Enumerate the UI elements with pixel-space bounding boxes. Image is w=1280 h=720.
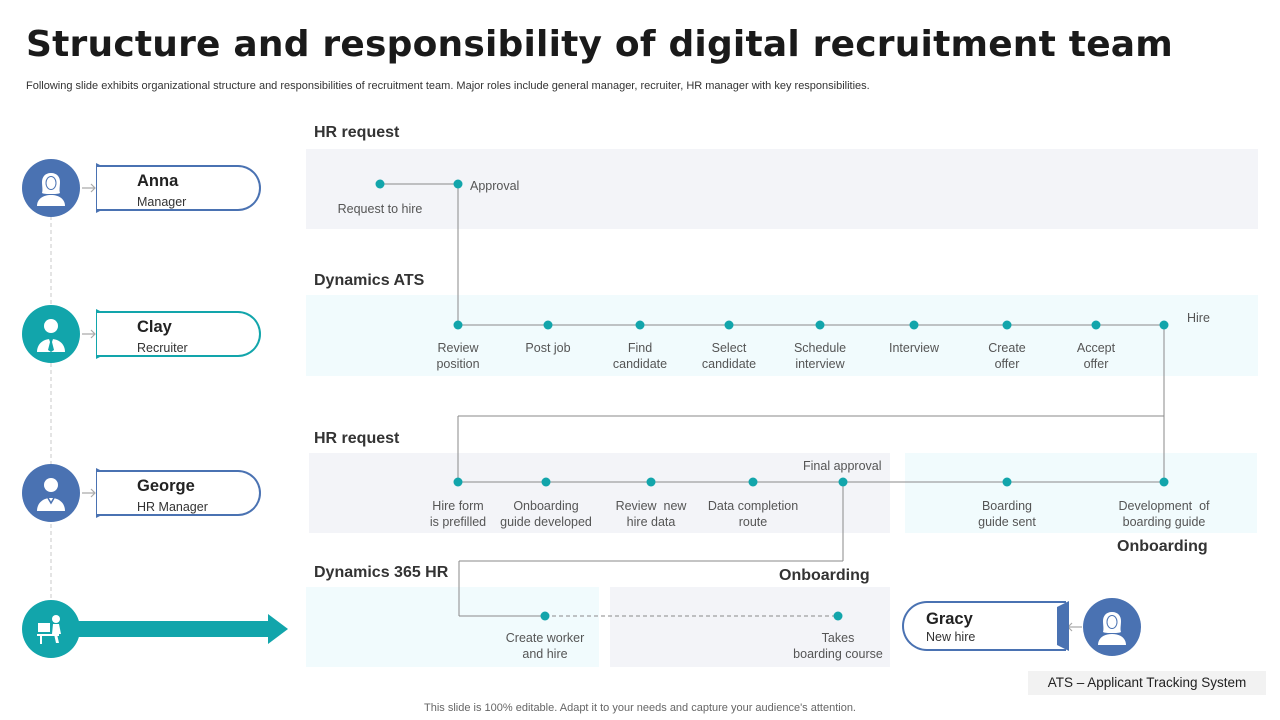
- avatar-gracy: [1083, 598, 1141, 656]
- section-label-dynamics-ats: Dynamics ATS: [314, 272, 425, 289]
- female-user-icon: [1098, 612, 1126, 645]
- dot-hr2-4: [748, 477, 758, 487]
- dot-request-to-hire: [375, 179, 385, 189]
- onboarding-step: Boarding guide sent: [978, 499, 1036, 529]
- step-hire: Hire: [1187, 311, 1210, 325]
- dot-ats-8: [1091, 320, 1101, 330]
- dot-takes-course: [833, 611, 843, 621]
- avatar-george: [22, 464, 80, 522]
- person-card-clay: Clay Recruiter: [97, 311, 261, 357]
- male-user-icon: [37, 478, 65, 511]
- legend-ats: ATS – Applicant Tracking System: [1028, 671, 1266, 695]
- arrow-anna: [82, 183, 96, 193]
- section-label-hr-request: HR request: [314, 124, 400, 141]
- section-label-hr-request-2: HR request: [314, 430, 400, 447]
- avatar-anna: [22, 159, 80, 217]
- ats-step: Select candidate: [701, 341, 757, 371]
- person-role: New hire: [926, 630, 976, 644]
- section-label-onboarding-center: Onboarding: [779, 567, 870, 584]
- hr2-step: Onboarding guide developed: [500, 499, 592, 529]
- person-card-george: George HR Manager: [97, 470, 261, 516]
- dot-ats-6: [909, 320, 919, 330]
- dot-ats-4: [724, 320, 734, 330]
- arrow-gracy: [1067, 622, 1082, 632]
- dynamics-365-hr-band: [306, 587, 599, 667]
- page-title: Structure and responsibility of digital …: [26, 24, 1174, 65]
- hr-request-band: [306, 149, 1258, 229]
- person-role: Manager: [137, 195, 187, 209]
- person-role: HR Manager: [137, 500, 208, 514]
- dot-approval: [453, 179, 463, 189]
- dot-hr2-1: [453, 477, 463, 487]
- d365-step: Takes boarding course: [793, 631, 883, 661]
- d365-step: Create worker and hire: [505, 631, 585, 661]
- ats-step: Interview: [888, 341, 940, 355]
- male-user-tie-icon: [37, 319, 65, 352]
- dot-hire: [1159, 320, 1169, 330]
- dot-ats-7: [1002, 320, 1012, 330]
- card-notch: [1057, 601, 1069, 651]
- hr2-step: Data completion route: [707, 499, 799, 529]
- ats-step: Schedule interview: [793, 341, 847, 371]
- ats-step: Review position: [436, 341, 480, 371]
- dot-development-guide: [1159, 477, 1169, 487]
- ats-step: Post job: [525, 341, 571, 355]
- section-label-onboarding-right: Onboarding: [1117, 538, 1208, 555]
- step-final-approval: Final approval: [803, 459, 882, 473]
- step-approval: Approval: [470, 179, 520, 193]
- dot-boarding-guide-sent: [1002, 477, 1012, 487]
- dot-ats-3: [635, 320, 645, 330]
- person-card-anna: Anna Manager: [97, 165, 261, 211]
- dot-ats-2: [543, 320, 553, 330]
- dot-hr2-3: [646, 477, 656, 487]
- dot-ats-1: [453, 320, 463, 330]
- ats-step: Accept offer: [1076, 341, 1116, 371]
- onboarding-band: [905, 453, 1257, 533]
- page-subtitle: Following slide exhibits organizational …: [26, 80, 870, 92]
- hr-request-2-band: [309, 453, 890, 533]
- step-request-to-hire: Request to hire: [337, 202, 423, 216]
- footer-note: This slide is 100% editable. Adapt it to…: [424, 702, 856, 714]
- section-label-dynamics-365-hr: Dynamics 365 HR: [314, 564, 449, 581]
- arrow-george: [82, 488, 96, 498]
- female-user-icon: [37, 173, 65, 206]
- teal-arrow-icon: [70, 614, 288, 644]
- arrow-clay: [82, 329, 96, 339]
- onboarding-course-band: [610, 587, 890, 667]
- avatar-workstation: [22, 600, 80, 658]
- person-name: Clay: [137, 318, 172, 336]
- hr2-step: Hire form is prefilled: [429, 499, 487, 529]
- ats-step: Find candidate: [612, 341, 668, 371]
- person-card-gracy: Gracy New hire: [902, 601, 1066, 651]
- dot-hr2-2: [541, 477, 551, 487]
- person-name: Gracy: [926, 610, 973, 628]
- dot-final-approval: [838, 477, 848, 487]
- person-name: George: [137, 477, 195, 495]
- person-role: Recruiter: [137, 341, 188, 355]
- ats-step: Create offer: [988, 341, 1026, 371]
- onboarding-step: Development of boarding guide: [1118, 499, 1210, 529]
- avatar-clay: [22, 305, 80, 363]
- hr2-step: Review new hire data: [615, 499, 687, 529]
- dot-ats-5: [815, 320, 825, 330]
- workstation-icon: [37, 615, 61, 644]
- dot-create-worker: [540, 611, 550, 621]
- person-name: Anna: [137, 172, 179, 190]
- dynamics-ats-band: [306, 295, 1258, 376]
